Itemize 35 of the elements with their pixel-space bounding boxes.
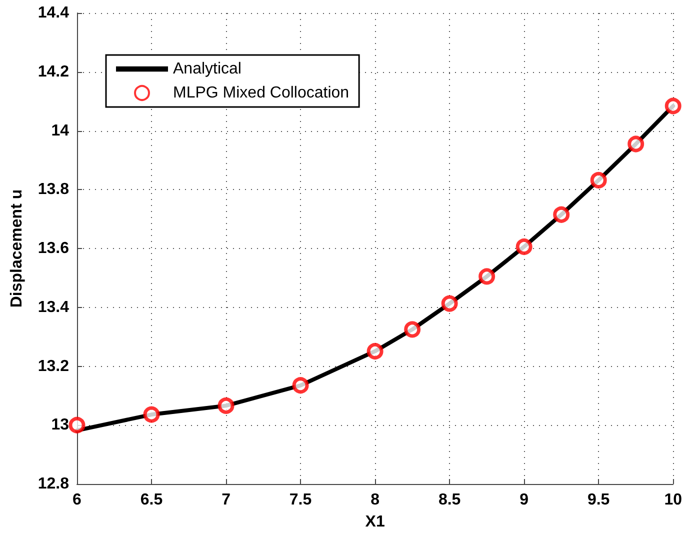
point: [478, 268, 496, 285]
y-tick-label: 12.8: [38, 476, 70, 492]
x-tick-label: 9: [520, 492, 529, 508]
point: [441, 295, 458, 312]
point: [143, 406, 160, 423]
y-axis-title: Displacement u: [8, 189, 26, 308]
x-tick-label: 8: [370, 492, 380, 508]
y-tick-label: 13.2: [38, 358, 70, 375]
point: [404, 321, 421, 338]
point: [292, 377, 309, 394]
y-tick-label: 13.4: [38, 298, 70, 316]
y-tick-label: 13.6: [38, 240, 70, 257]
y-tick-label: 13: [51, 416, 70, 434]
x-tick-label: 10: [664, 492, 682, 508]
x-tick-label: 6.5: [140, 492, 163, 508]
point: [366, 342, 384, 360]
y-tick-label: 14: [51, 122, 70, 140]
point: [553, 206, 570, 223]
x-tick-label: 7.5: [289, 492, 312, 508]
y-tick-label: 13.8: [38, 181, 70, 198]
point: [516, 238, 532, 255]
x-tick-label: 9.5: [587, 492, 610, 508]
point: [68, 416, 86, 434]
x-axis-title: X1: [365, 514, 385, 530]
x-tick-label: 8.5: [438, 492, 461, 508]
y-tick-label: 14.4: [38, 4, 70, 22]
point: [590, 172, 607, 188]
point: [664, 98, 682, 114]
legend-label: Analytical: [173, 60, 242, 78]
point: [628, 136, 644, 152]
x-tick-label: 6: [72, 492, 82, 508]
x-tick-label: 7: [222, 492, 231, 508]
legend-label: MLPG Mixed Collocation: [173, 84, 350, 102]
y-tick-label: 14.2: [38, 63, 70, 80]
point: [218, 397, 234, 414]
